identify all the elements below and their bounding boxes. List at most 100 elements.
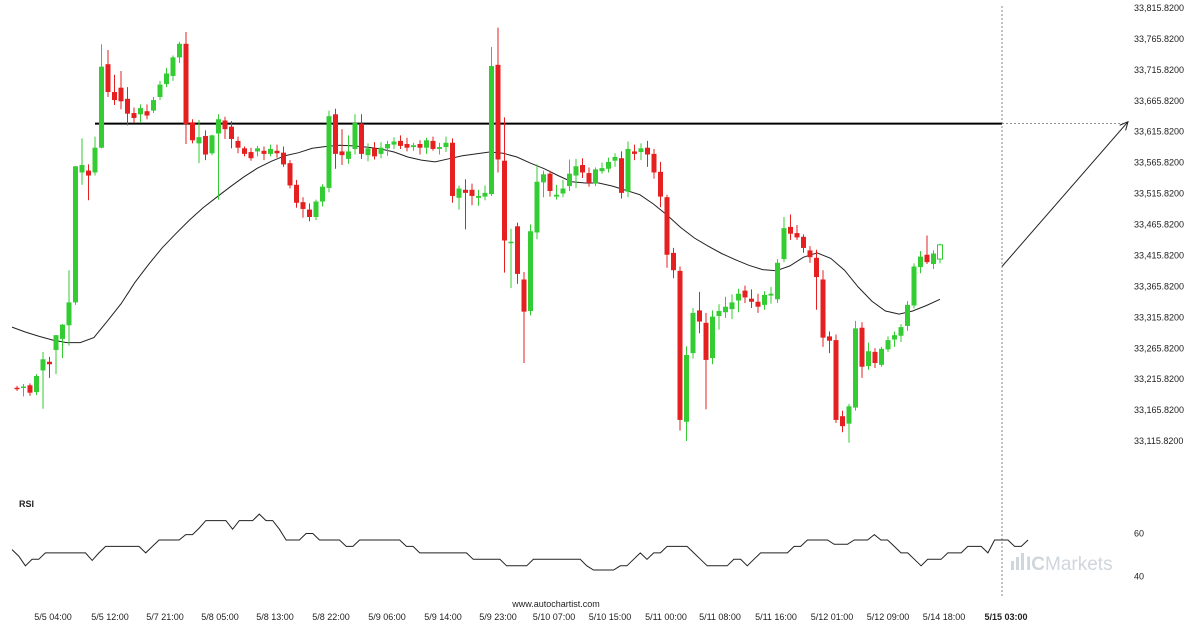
candle [268, 144, 273, 157]
candle [853, 320, 858, 411]
candle [489, 46, 494, 196]
candle [840, 410, 845, 433]
candle [372, 142, 377, 160]
candle [872, 348, 878, 368]
candle-body [430, 140, 436, 149]
candle [157, 80, 163, 101]
candle-body [73, 166, 78, 303]
candle [703, 312, 709, 410]
time-tick-label: 5/8 13:00 [256, 612, 294, 622]
candle [898, 324, 904, 342]
candle-body [294, 184, 299, 203]
candle-body [723, 306, 728, 313]
candle [339, 129, 345, 166]
candle [892, 331, 897, 347]
candle-body [300, 202, 306, 209]
time-tick-label: 5/12 09:00 [867, 612, 910, 622]
candle [229, 121, 234, 149]
candle [34, 374, 39, 396]
candle [638, 143, 644, 161]
candle-body [625, 148, 631, 192]
candle-body [892, 335, 897, 340]
candle-body [287, 163, 293, 186]
candle [625, 141, 631, 198]
candle-body [534, 181, 540, 233]
candle-body [268, 148, 273, 154]
candle [560, 179, 566, 198]
candle-body [40, 359, 46, 371]
candle [645, 140, 650, 167]
candle [879, 346, 884, 367]
candle [125, 87, 130, 126]
candle [274, 144, 280, 158]
candle [807, 246, 813, 263]
candle-body [918, 256, 923, 268]
candle [885, 336, 891, 352]
candles-layer [14, 27, 943, 443]
candle-body [261, 150, 267, 154]
candle-body [183, 43, 189, 125]
candle [346, 135, 351, 164]
rsi-tick-label: 60 [1134, 529, 1144, 539]
candle-body [313, 201, 319, 217]
candle-body [450, 142, 455, 196]
price-tick-label: 33,215.8200 [1134, 374, 1184, 384]
candle [60, 324, 65, 359]
candle-body [781, 228, 787, 260]
candle [40, 351, 46, 409]
candle-body [34, 375, 39, 393]
candle-body [911, 266, 917, 306]
candle-body [27, 385, 33, 393]
candle-body [742, 290, 748, 298]
brand-name-part1: IC [1026, 554, 1045, 575]
candle [99, 44, 104, 149]
candle-body [658, 171, 663, 197]
candle-body [66, 302, 72, 326]
candle [905, 301, 910, 331]
candle-body [99, 66, 104, 148]
candle-body [242, 148, 247, 154]
candle [216, 114, 221, 200]
candle-body [638, 148, 644, 153]
candle-body [937, 244, 943, 260]
candle-body [378, 147, 384, 154]
candle-body [151, 100, 156, 111]
candle [814, 249, 819, 310]
candle [138, 104, 143, 123]
candle-body [203, 135, 208, 155]
candle-body [229, 126, 234, 140]
candle [859, 322, 865, 378]
candle [417, 140, 423, 155]
price-tick-label: 33,815.8200 [1134, 3, 1184, 13]
candle [300, 197, 306, 218]
candle [424, 137, 429, 154]
candle-body [794, 233, 800, 238]
candle [684, 346, 689, 441]
candle [521, 272, 527, 364]
candle-body [573, 166, 579, 176]
time-tick-label: 5/8 22:00 [312, 612, 350, 622]
candle [235, 136, 241, 154]
candle [391, 137, 397, 149]
candle [528, 224, 533, 316]
candle-body [885, 340, 891, 350]
candle [112, 74, 117, 106]
price-axis: 33,815.8200 33,765.8200 33,715.8200 33,665.… [1134, 3, 1184, 446]
candle-body [554, 194, 559, 197]
time-tick-label: 5/11 08:00 [699, 612, 741, 622]
candle-body [476, 195, 481, 198]
candle-body [619, 158, 624, 193]
candle [404, 137, 410, 152]
candle [378, 142, 384, 159]
price-tick-label: 33,665.8200 [1134, 96, 1184, 106]
time-axis: 5/5 04:00 5/5 12:00 5/7 21:00 5/8 05:00 5/8 … [34, 612, 1027, 622]
candle [66, 270, 72, 346]
candle [599, 162, 605, 174]
candle [222, 116, 228, 140]
candle [398, 135, 403, 149]
candle [586, 167, 592, 187]
candle-body [339, 151, 345, 156]
price-tick-label: 33,165.8200 [1134, 405, 1184, 415]
candle [742, 285, 748, 303]
candle [827, 331, 832, 354]
